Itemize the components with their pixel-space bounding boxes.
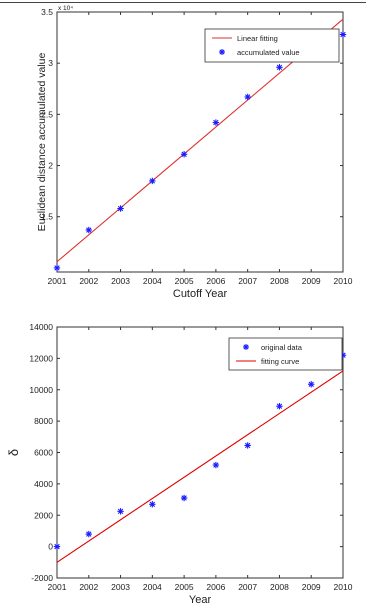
data-point — [276, 403, 283, 410]
x-tick-label: 2003 — [111, 582, 130, 592]
data-point-stroke — [54, 265, 60, 271]
y-tick-label: 2 — [48, 161, 53, 171]
legend-box — [204, 28, 340, 63]
legend-star-swatch — [219, 49, 225, 55]
x-tick-label: 2004 — [143, 582, 162, 592]
data-point-stroke — [149, 501, 156, 507]
fit-line — [56, 370, 344, 563]
legend: original data fitting curve — [228, 337, 343, 371]
x-tick-label: 2010 — [334, 582, 353, 592]
x-tick-label: 2009 — [302, 276, 321, 286]
axis-multiplier: x 10⁴ — [58, 5, 73, 12]
y-tick-label: -2000 — [31, 573, 53, 583]
x-tick-label: 2006 — [206, 276, 225, 286]
legend-box — [228, 337, 343, 371]
legend-label: Linear fitting — [237, 34, 278, 43]
x-axis-label: Year — [189, 594, 212, 606]
data-point-stroke — [181, 495, 187, 501]
legend-label: fitting curve — [261, 357, 299, 366]
legend-star-swatch-stroke — [219, 49, 225, 55]
x-tick-label: 2008 — [270, 582, 289, 592]
x-tick-label: 2004 — [143, 276, 162, 286]
data-point-stroke — [117, 205, 124, 212]
data-point-stroke — [276, 64, 283, 70]
legend-label: original data — [261, 343, 303, 352]
x-tick-label: 2005 — [175, 582, 194, 592]
y-tick-label: 0 — [48, 542, 53, 552]
data-point-stroke — [86, 531, 92, 537]
x-tick-label: 2003 — [111, 276, 130, 286]
data-point — [180, 494, 188, 502]
y-tick-label: 3.5 — [41, 7, 53, 17]
data-point — [180, 151, 188, 158]
data-point — [53, 543, 61, 550]
legend-star-swatch — [243, 344, 249, 350]
x-tick-label: 2008 — [270, 276, 289, 286]
chart-1: 2001 2002 2003 2004 2005 2006 2007 2008 2009 2010… — [36, 5, 353, 300]
data-point-stroke — [117, 508, 124, 515]
x-tick-label: 2006 — [206, 582, 225, 592]
legend-star-swatch-stroke — [243, 344, 249, 350]
top-rule — [0, 2, 366, 3]
y-tick-label: 4000 — [34, 479, 53, 489]
x-tick-label: 2007 — [238, 582, 257, 592]
x-tick-label: 2002 — [79, 276, 98, 286]
data-point — [244, 93, 251, 101]
y-tick-label: 2000 — [34, 510, 53, 520]
x-tick-label: 2001 — [48, 276, 67, 286]
data-point — [149, 501, 156, 508]
y-tick-label: 10000 — [29, 385, 53, 395]
data-point-stroke — [54, 543, 60, 550]
x-tick-label: 2010 — [334, 276, 353, 286]
y-tick-label: 14000 — [29, 322, 53, 332]
x-axis-label: Cutoff Year — [173, 288, 228, 300]
data-point — [149, 177, 156, 185]
y-tick-label: 2.5 — [41, 109, 53, 119]
data-point — [53, 264, 61, 272]
data-point-stroke — [244, 442, 251, 449]
chart-2: 2001 2002 2003 2004 2005 2006 2007 2008 2009 2010… — [6, 322, 353, 606]
data-point-stroke — [340, 31, 346, 38]
data-point-stroke — [213, 462, 219, 468]
y-tick-label: 3 — [48, 58, 53, 68]
data-point — [244, 442, 251, 449]
data-point — [85, 530, 92, 538]
data-point — [212, 461, 220, 469]
legend-label: accumulated value — [237, 48, 300, 57]
x-tick-label: 2009 — [302, 582, 321, 592]
data-point — [308, 381, 315, 388]
data-point — [276, 64, 283, 71]
data-point-stroke — [308, 381, 314, 387]
data-point-stroke — [213, 119, 219, 126]
y-tick-label: 6000 — [34, 448, 53, 458]
data-point — [212, 119, 220, 126]
legend: Linear fitting accumulated value — [204, 28, 340, 63]
x-tick-label: 2005 — [175, 276, 194, 286]
data-point-stroke — [244, 94, 251, 100]
data-point-stroke — [276, 403, 283, 409]
y-axis-label: Euclidean distance accumulated value — [36, 53, 48, 232]
data-point — [117, 508, 124, 515]
x-tick-label: 2007 — [238, 276, 257, 286]
x-tick-label: 2002 — [79, 582, 98, 592]
x-tick-label: 2001 — [48, 582, 67, 592]
y-axis-label: δ — [6, 449, 21, 456]
data-point-stroke — [86, 227, 92, 233]
y-tick-label: 12000 — [29, 353, 53, 363]
data-point-stroke — [149, 178, 156, 184]
y-tick-label: 8000 — [34, 416, 53, 426]
data-point-stroke — [181, 151, 187, 157]
data-point — [339, 31, 347, 38]
data-point — [117, 205, 124, 212]
y-tick-label: 1.5 — [41, 212, 53, 222]
data-point — [85, 226, 92, 234]
